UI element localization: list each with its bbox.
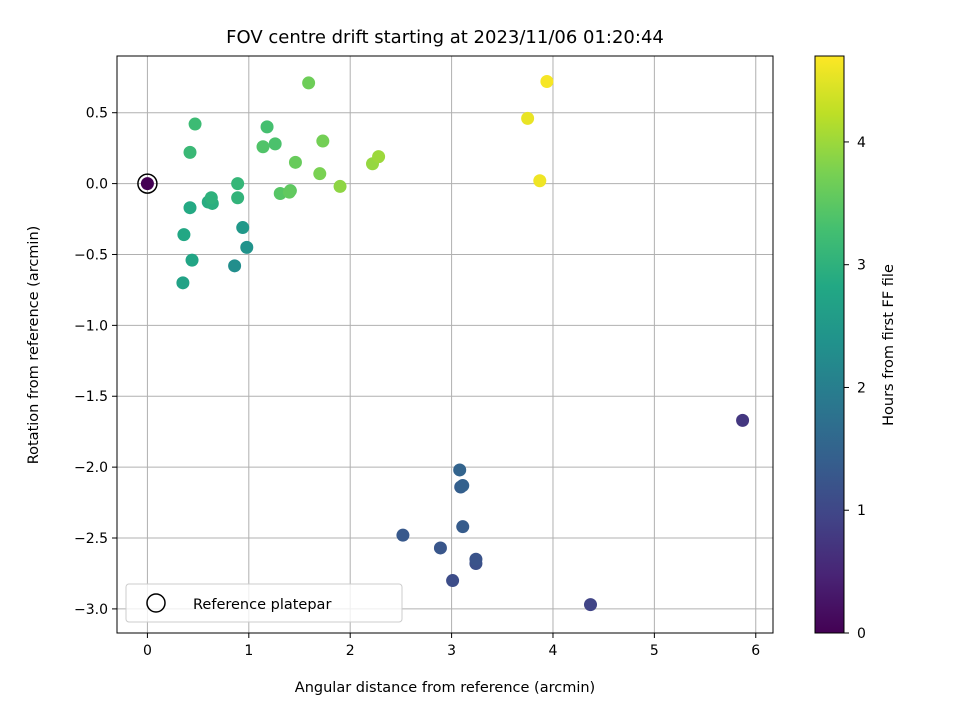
colorbar-tick-label: 0	[857, 626, 866, 642]
x-axis-label: Angular distance from reference (arcmin)	[295, 680, 595, 696]
legend-entry: Reference platepar	[193, 597, 331, 613]
scatter-point	[240, 240, 254, 254]
scatter-point	[396, 528, 410, 542]
scatter-point	[204, 191, 218, 205]
y-tick-label: −0.5	[74, 247, 108, 263]
points-layer	[137, 75, 750, 612]
y-tick-label: −1.0	[74, 318, 108, 334]
x-tick-label: 3	[447, 643, 456, 659]
colorbar: 0 1 2 3 4 Hours from first FF file	[814, 55, 897, 642]
chart-title: FOV centre drift starting at 2023/11/06 …	[226, 27, 664, 48]
y-axis: 0.5 0.0 −0.5 −1.0 −1.5 −2.0 −2.5 −3.0	[74, 106, 117, 618]
x-tick-label: 6	[751, 643, 760, 659]
legend-box	[125, 583, 403, 623]
plot-frame	[116, 55, 774, 634]
x-tick-label: 5	[650, 643, 659, 659]
y-tick-label: 0.5	[86, 106, 108, 122]
scatter-point	[446, 574, 460, 588]
colorbar-gradient	[814, 55, 845, 634]
colorbar-label: Hours from first FF file	[881, 264, 897, 426]
scatter-point	[268, 137, 282, 151]
scatter-point	[282, 185, 296, 199]
scatter-point	[302, 76, 316, 90]
y-tick-label: 0.0	[86, 177, 108, 193]
scatter-point	[333, 179, 347, 193]
y-tick-label: −2.5	[74, 531, 108, 547]
scatter-point	[183, 145, 197, 159]
scatter-point	[188, 117, 202, 131]
scatter-point	[456, 520, 470, 534]
scatter-point	[185, 253, 199, 267]
y-tick-label: −2.0	[74, 460, 108, 476]
scatter-point	[183, 201, 197, 215]
colorbar-tick-label: 1	[857, 503, 866, 519]
y-tick-label: −3.0	[74, 602, 108, 618]
scatter-point	[521, 111, 535, 125]
x-tick-label: 2	[346, 643, 355, 659]
scatter-point	[433, 541, 447, 555]
scatter-point	[228, 259, 242, 273]
colorbar-ticks: 0 1 2 3 4	[844, 135, 866, 642]
scatter-point	[231, 191, 245, 205]
scatter-point	[453, 463, 467, 477]
y-axis-label: Rotation from reference (arcmin)	[26, 226, 42, 465]
scatter-point	[736, 413, 750, 427]
legend: Reference platepar	[125, 583, 403, 623]
scatter-point	[540, 75, 554, 89]
colorbar-tick-label: 3	[857, 258, 866, 274]
scatter-point	[231, 177, 245, 191]
x-tick-label: 1	[244, 643, 253, 659]
scatter-point	[288, 155, 302, 169]
colorbar-tick-label: 4	[857, 135, 866, 151]
scatter-point	[469, 552, 483, 566]
scatter-point	[456, 479, 470, 493]
scatter-point	[533, 174, 547, 188]
scatter-point	[256, 140, 270, 154]
scatter-point	[236, 221, 250, 235]
legend-marker	[146, 593, 166, 613]
scatter-point	[583, 598, 597, 612]
y-tick-label: −1.5	[74, 389, 108, 405]
x-tick-label: 0	[143, 643, 152, 659]
scatter-point	[313, 167, 327, 181]
x-tick-label: 4	[549, 643, 558, 659]
scatter-point	[140, 177, 154, 191]
grid	[117, 56, 773, 633]
scatter-point	[316, 134, 330, 148]
x-axis: 0 1 2 3 4 5 6	[143, 633, 760, 659]
scatter-point	[372, 150, 386, 164]
reference-marker	[137, 173, 158, 194]
scatter-point	[176, 276, 190, 290]
scatter-point	[177, 228, 191, 242]
scatter-point	[260, 120, 274, 134]
colorbar-tick-label: 2	[857, 380, 866, 396]
